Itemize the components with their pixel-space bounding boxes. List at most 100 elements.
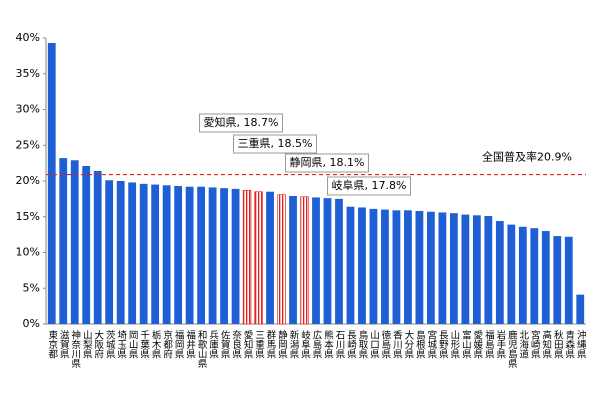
x-tick-label: 栃木県 bbox=[150, 329, 162, 359]
x-tick-label: 兵庫県 bbox=[207, 329, 219, 359]
bar bbox=[162, 185, 171, 324]
x-tick-label: 茨城県 bbox=[104, 329, 116, 359]
x-tick-label: 大分県 bbox=[402, 329, 414, 359]
bar bbox=[70, 160, 79, 324]
x-tick-label: 鳥取県 bbox=[356, 329, 368, 359]
x-tick-label: 静岡県 bbox=[276, 329, 288, 359]
bar bbox=[128, 182, 137, 324]
x-tick-label: 高知県 bbox=[540, 329, 552, 359]
bar bbox=[495, 221, 504, 324]
bar bbox=[139, 183, 148, 324]
x-tick-label: 滋賀県 bbox=[58, 329, 70, 359]
annotation-box bbox=[199, 113, 283, 133]
x-tick-label: 広島県 bbox=[311, 329, 323, 359]
bar bbox=[254, 191, 263, 325]
y-tick-label: 15% bbox=[16, 210, 40, 223]
bar bbox=[415, 211, 424, 324]
bar bbox=[553, 236, 562, 324]
bar bbox=[426, 211, 435, 324]
x-tick-label: 千葉県 bbox=[138, 330, 150, 359]
x-tick-label: 熊本県 bbox=[322, 329, 334, 359]
y-tick-label: 30% bbox=[16, 103, 40, 116]
x-tick-label: 福井県 bbox=[184, 329, 196, 359]
bar bbox=[369, 208, 378, 324]
x-tick-label: 奈良県 bbox=[230, 329, 242, 359]
y-tick-label: 0% bbox=[23, 317, 40, 330]
annotation-box bbox=[285, 153, 369, 173]
bar bbox=[358, 207, 366, 324]
x-tick-label: 三重県 bbox=[253, 330, 265, 359]
bar bbox=[312, 197, 320, 324]
x-tick-label: 秋田県 bbox=[552, 329, 564, 359]
x-tick-label: 岐阜県 bbox=[299, 329, 311, 359]
x-tick-label: 岡山県 bbox=[127, 330, 139, 359]
x-tick-label: 沖縄県 bbox=[575, 329, 587, 359]
bar bbox=[564, 236, 573, 324]
y-tick-label: 10% bbox=[16, 246, 40, 259]
bar bbox=[541, 231, 550, 324]
bar bbox=[197, 186, 206, 324]
x-tick-label: 島根県 bbox=[414, 329, 426, 359]
y-tick-label: 5% bbox=[23, 281, 40, 294]
bar bbox=[392, 210, 401, 324]
bar bbox=[449, 213, 458, 324]
x-tick-label: 山口県 bbox=[368, 330, 380, 359]
bar bbox=[530, 228, 539, 324]
bar bbox=[289, 196, 297, 324]
bar bbox=[231, 188, 240, 324]
x-tick-label: 宮城県 bbox=[425, 329, 437, 359]
annotation: 岐阜県, 17.8% bbox=[332, 179, 407, 192]
x-tick-label: 山形県 bbox=[448, 330, 460, 359]
bar bbox=[507, 224, 516, 324]
bar bbox=[335, 198, 343, 324]
y-tick-label: 35% bbox=[16, 67, 40, 80]
x-tick-label: 山梨県 bbox=[81, 330, 93, 359]
x-tick-label: 愛媛県 bbox=[471, 329, 483, 359]
bar bbox=[185, 186, 194, 324]
bar bbox=[346, 206, 355, 324]
bar bbox=[277, 194, 286, 325]
x-tick-label: 鹿児島県 bbox=[506, 329, 518, 369]
bar bbox=[116, 181, 125, 324]
bar bbox=[47, 43, 56, 324]
bar bbox=[220, 188, 228, 324]
x-tick-label: 和歌山県 bbox=[196, 330, 208, 369]
annotation: 三重県, 18.5% bbox=[238, 136, 313, 150]
bar bbox=[151, 184, 160, 324]
bar bbox=[174, 186, 183, 324]
x-tick-label: 京都府 bbox=[161, 329, 173, 359]
bar bbox=[105, 180, 114, 324]
x-tick-label: 群馬県 bbox=[265, 329, 277, 359]
x-tick-label: 青森県 bbox=[563, 329, 575, 359]
annotation-box bbox=[233, 134, 317, 154]
bar bbox=[266, 191, 274, 324]
x-tick-label: 福岡県 bbox=[173, 329, 185, 359]
bar bbox=[208, 187, 217, 324]
bar bbox=[93, 170, 102, 324]
bar bbox=[82, 165, 91, 324]
bar bbox=[242, 189, 252, 325]
x-tick-label: 埼玉県 bbox=[115, 329, 127, 359]
y-tick-label: 40% bbox=[16, 31, 40, 44]
x-tick-label: 石川県 bbox=[333, 330, 345, 359]
bar bbox=[438, 212, 447, 324]
bar bbox=[576, 294, 585, 324]
x-tick-label: 東京都 bbox=[46, 329, 58, 359]
x-tick-label: 北海道 bbox=[517, 330, 529, 359]
bar bbox=[404, 210, 412, 324]
annotation: 静岡県, 18.1% bbox=[290, 155, 365, 169]
x-tick-label: 富山県 bbox=[460, 329, 472, 359]
annotation: 愛知県, 18.7% bbox=[204, 115, 279, 129]
y-tick-label: 20% bbox=[16, 174, 40, 187]
x-tick-label: 香川県 bbox=[391, 330, 403, 359]
x-tick-label: 宮崎県 bbox=[529, 329, 541, 359]
x-tick-label: 佐賀県 bbox=[219, 329, 231, 359]
bar bbox=[59, 158, 68, 324]
y-tick-label: 25% bbox=[16, 138, 40, 151]
x-tick-label: 新潟県 bbox=[288, 329, 300, 359]
x-tick-label: 長野県 bbox=[437, 330, 449, 359]
reference-label: 全国普及率20.9% bbox=[482, 150, 572, 164]
annotation-box bbox=[327, 176, 411, 196]
bar bbox=[472, 215, 481, 324]
